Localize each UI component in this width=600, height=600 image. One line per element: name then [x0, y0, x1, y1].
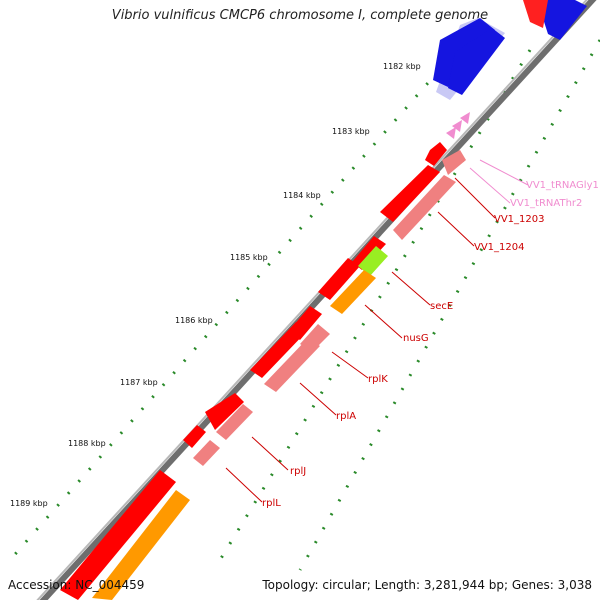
kbp-label: 1185 kbp	[230, 253, 268, 262]
kbp-label: 1188 kbp	[68, 439, 106, 448]
kbp-label: 1183 kbp	[332, 127, 370, 136]
genome-backbone-highlight	[36, 0, 588, 600]
topology-text: Topology: circular; Length: 3,281,944 bp…	[262, 578, 592, 592]
gene-labels: VV1_tRNAGly1 VV1_tRNAThr2 VV1_1203 VV1_1…	[262, 180, 599, 509]
cds-bottom-segments	[60, 470, 190, 600]
gene-label-trnagly1: VV1_tRNAGly1	[526, 180, 599, 191]
gene-label-rplk: rplK	[368, 374, 388, 385]
cds-upper-cluster	[380, 142, 466, 240]
gene-label-vv1-1203: VV1_1203	[494, 214, 545, 225]
gene-label-rpll: rplL	[262, 498, 281, 509]
gene-label-rpla: rplA	[336, 411, 356, 422]
cds-middle-cluster	[250, 236, 388, 392]
gene-label-leaders	[225, 159, 529, 503]
trna-markers	[446, 112, 470, 139]
cds-lower-cluster	[183, 393, 253, 466]
gene-label-vv1-1204: VV1_1204	[474, 242, 525, 253]
blast-hits-top	[433, 0, 587, 100]
kbp-label: 1189 kbp	[10, 499, 48, 508]
kbp-tick-labels: 1182 kbp 1183 kbp 1184 kbp 1185 kbp 1186…	[10, 62, 421, 508]
kbp-label: 1186 kbp	[175, 316, 213, 325]
kbp-label: 1184 kbp	[283, 191, 321, 200]
gc-dot-track-outer	[8, 34, 600, 571]
gene-label-trnathr2: VV1_tRNAThr2	[510, 198, 582, 209]
kbp-label: 1187 kbp	[120, 378, 158, 387]
kbp-label: 1182 kbp	[383, 62, 421, 71]
genome-backbone	[39, 0, 597, 600]
accession-text: Accession: NC_004459	[8, 578, 145, 592]
gene-label-nusg: nusG	[403, 333, 429, 344]
gene-label-sece: secE	[430, 301, 453, 312]
map-title: Vibrio vulnificus CMCP6 chromosome I, co…	[111, 8, 489, 23]
gene-label-rplj: rplJ	[290, 466, 306, 477]
